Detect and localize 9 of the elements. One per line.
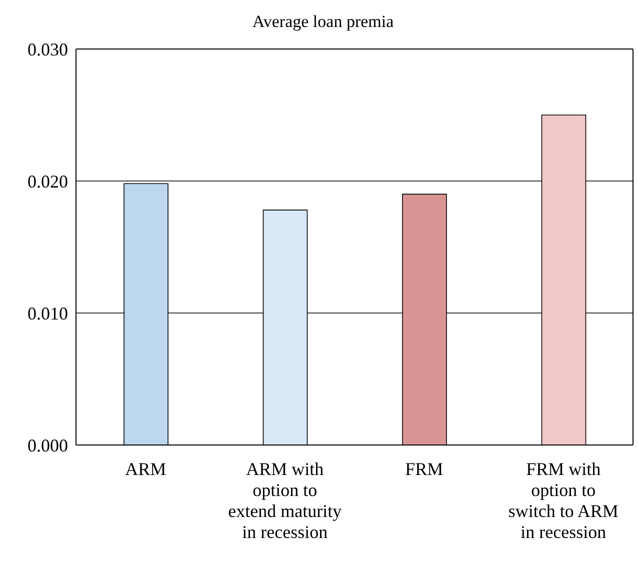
y-tick-label: 0.030	[28, 39, 68, 60]
x-tick-label: FRM	[405, 459, 444, 479]
x-tick-label: ARM with option to extend maturity in recession	[228, 459, 342, 542]
y-tick-label: 0.010	[28, 303, 68, 324]
chart-title: Average loan premia	[251, 11, 395, 33]
x-tick-label: FRM with option to switch to ARM in recession	[508, 459, 618, 542]
x-tick-label: ARM	[125, 459, 166, 479]
y-tick-label: 0.020	[28, 171, 68, 192]
y-tick-label: 0.000	[28, 435, 68, 456]
